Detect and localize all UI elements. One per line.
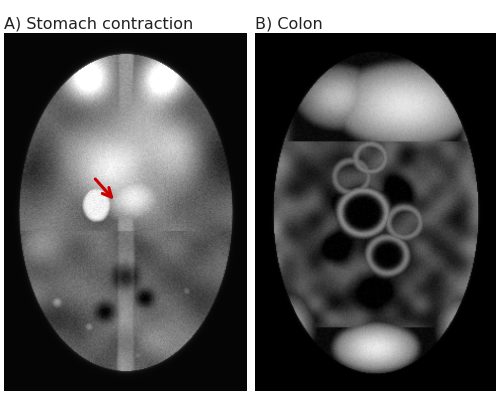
Text: A) Stomach contraction: A) Stomach contraction bbox=[4, 17, 193, 32]
Text: B) Colon: B) Colon bbox=[256, 17, 323, 32]
